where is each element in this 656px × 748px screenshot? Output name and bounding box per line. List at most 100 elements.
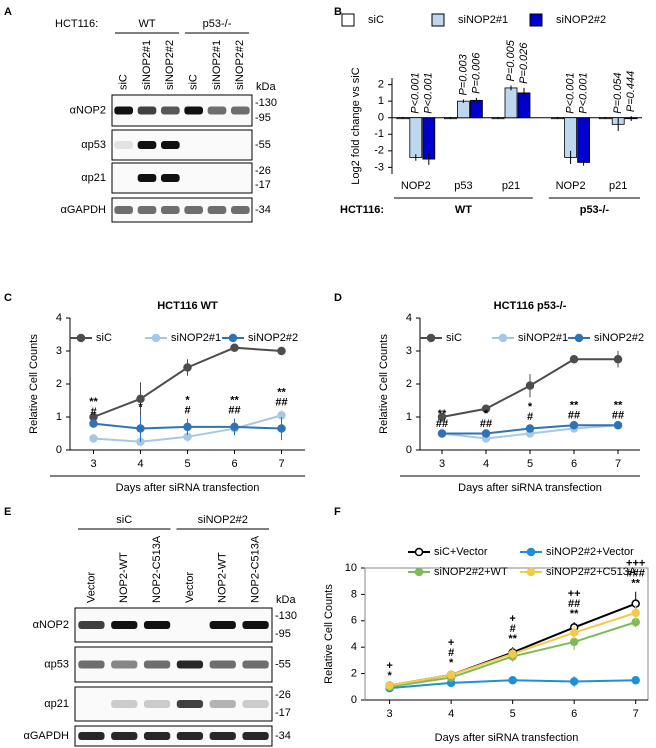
lane-label: NOP2-WT [217,552,229,603]
legend-label: siNOP2#1 [171,332,221,344]
y-tick-label: 4 [406,312,412,324]
legend-marker [498,333,508,343]
p-value-label: P=0.026 [518,42,530,84]
significance-mark: ## [275,396,287,408]
data-point [525,424,535,433]
panel-label: D [334,292,342,304]
significance-mark: * [387,670,392,682]
legend-label: siNOP2#2 [556,14,606,26]
p-value-label: P<0.001 [410,72,422,113]
p-value-label: P=0.005 [505,39,517,81]
legend-marker [526,547,536,557]
significance-mark: ** [570,400,579,412]
y-tick-label: 0 [378,112,384,124]
kda-marker: -34 [275,730,291,742]
data-point [136,394,145,404]
band [161,174,180,182]
x-tick-label: 6 [231,458,237,470]
data-point [569,677,579,686]
data-point [508,675,517,685]
band [184,206,203,214]
significance-mark: # [527,411,533,423]
bar [504,87,518,119]
significance-mark: * [185,395,190,407]
bar [577,117,590,163]
band [111,621,138,629]
p-value-label: P<0.001 [423,72,435,113]
significance-mark: ** [508,633,517,645]
lane-label: NOP2-C513A [249,535,261,603]
bar [422,117,436,160]
band [143,621,171,629]
legend-marker [76,333,86,343]
data-point [277,424,286,433]
band [209,700,236,708]
blot-frame [111,162,253,194]
legend-label: siNOP2#1 [458,14,508,26]
antibody-label: αp21 [81,172,106,184]
y-tick-label: 3 [406,345,412,357]
legend-marker [228,333,238,343]
legend-marker [426,333,436,343]
band [242,621,269,629]
data-point [437,412,447,422]
kda-marker: -34 [255,204,271,216]
x-tick-label: 5 [184,458,190,470]
band [231,106,250,115]
y-tick-label: 2 [56,378,62,390]
x-axis-label: Days after siRNA transfection [116,482,260,494]
significance-mark: # [184,405,190,417]
band [137,106,157,115]
antibody-label: αGAPDH [24,730,70,742]
data-point [569,637,579,647]
antibody-label: αp53 [44,658,69,670]
bar [409,117,423,158]
lane-label: Vector [184,571,196,603]
p-value-label: P<0.001 [578,72,590,113]
x-tick-label: 7 [278,458,284,470]
y-tick-label: 0 [56,444,62,456]
data-point [446,670,456,680]
x-tick-label: NOP2 [556,180,586,192]
y-tick-label: 6 [351,615,357,627]
legend-label: siNOP2#2+C513A [546,566,637,578]
significance-mark: ** [230,395,239,407]
p-value-label: P=0.003 [457,53,469,95]
data-point [136,424,145,433]
kda-marker: -130 [255,97,277,109]
blot-frame [74,646,273,683]
legend-label: siNOP2#2+Vector [546,546,634,558]
band [143,700,171,708]
x-tick-label: 4 [483,458,489,470]
significance-mark: # [90,406,96,418]
group-label: siNOP2#2 [198,514,248,526]
kda-label: kDa [256,81,276,93]
significance-mark: ## [480,418,492,430]
band [242,700,269,708]
group-label: p53-/- [203,18,232,30]
x-tick-label: p21 [609,180,627,192]
band [114,106,133,115]
panel-label: C [4,292,12,304]
lane-label: siC [118,74,130,90]
data-point [385,681,394,690]
legend-marker [414,547,424,557]
significance-mark: ## [612,410,624,422]
y-axis-label: Relative Cell Counts [28,334,40,434]
antibody-label: αGAPDH [61,204,107,216]
lane-label: Vector [85,571,97,603]
band [184,106,203,115]
panel-label: A [4,6,12,18]
band [209,732,236,740]
band [78,621,105,629]
band [111,660,138,669]
y-tick-label: 0 [351,694,357,706]
band [207,106,227,115]
kda-marker: -17 [255,179,271,191]
x-tick-label: 7 [633,708,639,720]
x-tick-label: 6 [571,458,577,470]
legend-marker [526,567,536,577]
data-point [569,355,579,364]
legend-label: siNOP2#2 [594,332,644,344]
legend-swatch [341,13,355,27]
